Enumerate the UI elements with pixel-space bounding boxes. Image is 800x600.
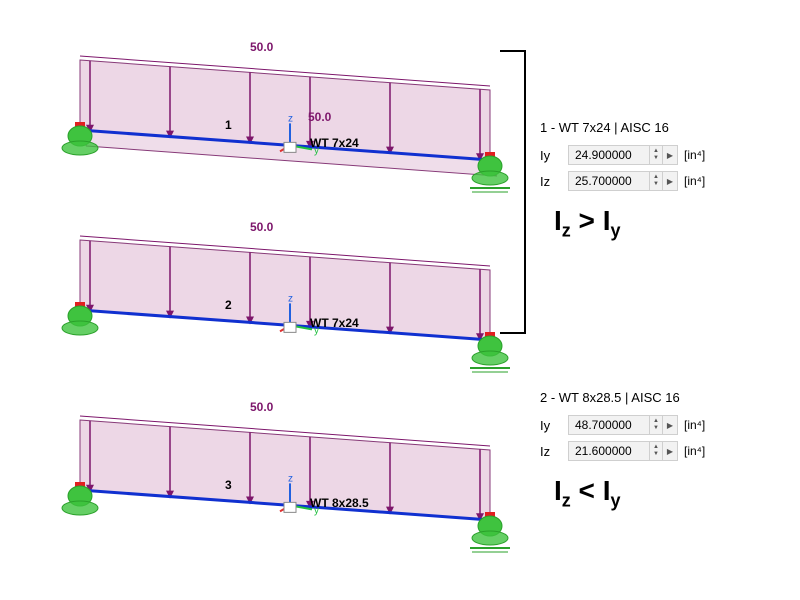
prop-field[interactable]: 25.700000 ▲▼ ▶ bbox=[568, 171, 678, 191]
svg-text:z: z bbox=[288, 473, 293, 484]
prop-unit: [in⁴] bbox=[684, 148, 705, 162]
prop-field[interactable]: 24.900000 ▲▼ ▶ bbox=[568, 145, 678, 165]
stage: zy 50.0 50.0 1 WT 7x24 zy 50.0 2 WT 7x24… bbox=[0, 0, 800, 600]
prop-value: 48.700000 bbox=[575, 418, 649, 432]
prop-value: 25.700000 bbox=[575, 174, 649, 188]
svg-text:z: z bbox=[288, 293, 293, 304]
panel-row: Iy 24.900000 ▲▼ ▶ [in⁴] bbox=[540, 145, 770, 165]
beam-id-3: 3 bbox=[225, 478, 232, 492]
load-top-label-1: 50.0 bbox=[250, 40, 273, 54]
inequality-2: Iz < Iy bbox=[554, 475, 770, 512]
prop-unit: [in⁴] bbox=[684, 418, 705, 432]
inequality-1: Iz > Iy bbox=[554, 205, 770, 242]
beam-id-2: 2 bbox=[225, 298, 232, 312]
prop-label: Iz bbox=[540, 444, 568, 459]
panel-title-2: 2 - WT 8x28.5 | AISC 16 bbox=[540, 390, 770, 405]
spinner-icon[interactable]: ▲▼ bbox=[649, 172, 662, 190]
dropdown-icon[interactable]: ▶ bbox=[662, 172, 677, 190]
svg-text:z: z bbox=[288, 113, 293, 124]
spinner-icon[interactable]: ▲▼ bbox=[649, 442, 662, 460]
load-top-label-2: 50.0 bbox=[250, 220, 273, 234]
prop-field[interactable]: 21.600000 ▲▼ ▶ bbox=[568, 441, 678, 461]
beam-svg-2: zy bbox=[60, 210, 530, 380]
prop-unit: [in⁴] bbox=[684, 174, 705, 188]
beam-id-1: 1 bbox=[225, 118, 232, 132]
beam-diagram-2: zy 50.0 2 WT 7x24 bbox=[60, 210, 510, 360]
prop-value: 24.900000 bbox=[575, 148, 649, 162]
prop-label: Iz bbox=[540, 174, 568, 189]
beam-diagram-3: zy 50.0 3 WT 8x28.5 bbox=[60, 390, 510, 540]
section-label-1: WT 7x24 bbox=[310, 136, 359, 150]
prop-label: Iy bbox=[540, 418, 568, 433]
beam-svg-1: zy bbox=[60, 30, 530, 200]
section-label-3: WT 8x28.5 bbox=[310, 496, 369, 510]
beam-diagram-1: zy 50.0 50.0 1 WT 7x24 bbox=[60, 30, 510, 180]
beam-svg-3: zy bbox=[60, 390, 530, 560]
prop-unit: [in⁴] bbox=[684, 444, 705, 458]
section-panel-1: 1 - WT 7x24 | AISC 16 Iy 24.900000 ▲▼ ▶ … bbox=[540, 120, 770, 242]
panel-row: Iz 21.600000 ▲▼ ▶ [in⁴] bbox=[540, 441, 770, 461]
spinner-icon[interactable]: ▲▼ bbox=[649, 146, 662, 164]
dropdown-icon[interactable]: ▶ bbox=[662, 442, 677, 460]
panel-title-1: 1 - WT 7x24 | AISC 16 bbox=[540, 120, 770, 135]
prop-value: 21.600000 bbox=[575, 444, 649, 458]
prop-label: Iy bbox=[540, 148, 568, 163]
section-label-2: WT 7x24 bbox=[310, 316, 359, 330]
load-side-label-1: 50.0 bbox=[308, 110, 331, 124]
prop-field[interactable]: 48.700000 ▲▼ ▶ bbox=[568, 415, 678, 435]
section-panel-2: 2 - WT 8x28.5 | AISC 16 Iy 48.700000 ▲▼ … bbox=[540, 390, 770, 512]
dropdown-icon[interactable]: ▶ bbox=[662, 416, 677, 434]
panel-row: Iz 25.700000 ▲▼ ▶ [in⁴] bbox=[540, 171, 770, 191]
load-top-label-3: 50.0 bbox=[250, 400, 273, 414]
panel-row: Iy 48.700000 ▲▼ ▶ [in⁴] bbox=[540, 415, 770, 435]
spinner-icon[interactable]: ▲▼ bbox=[649, 416, 662, 434]
group-bracket bbox=[500, 50, 526, 334]
dropdown-icon[interactable]: ▶ bbox=[662, 146, 677, 164]
